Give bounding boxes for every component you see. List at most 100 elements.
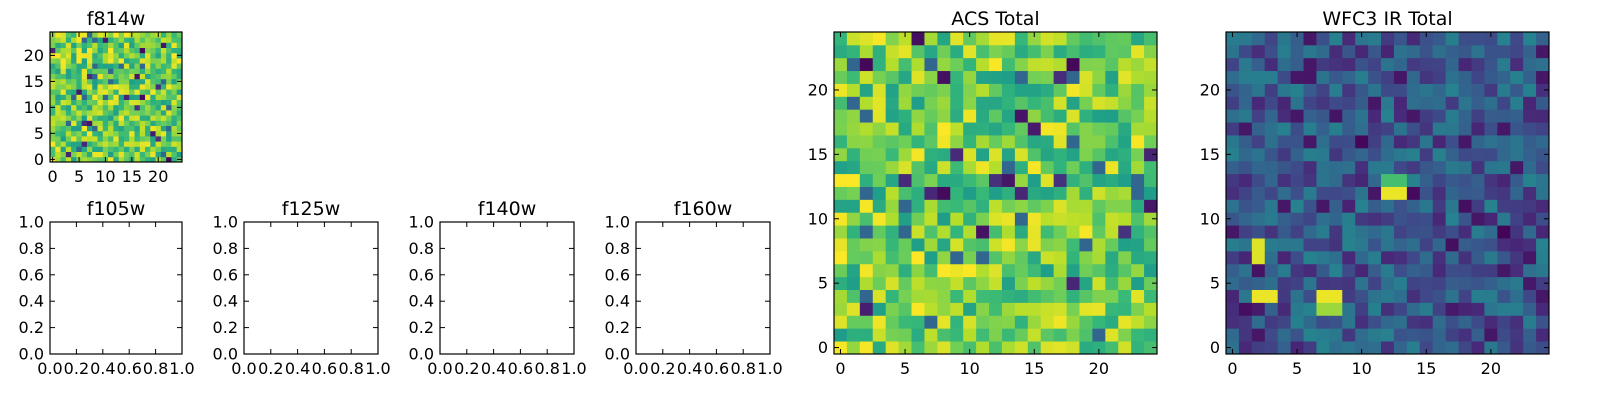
heatmap-cell xyxy=(1381,302,1395,316)
heatmap-cell xyxy=(108,125,114,132)
heatmap-cell xyxy=(60,146,67,152)
heatmap-cell xyxy=(71,68,77,74)
heatmap-cell xyxy=(1458,147,1472,162)
heatmap-cell xyxy=(1368,44,1382,59)
heatmap-cell xyxy=(1238,238,1253,252)
heatmap-cell xyxy=(1053,109,1067,123)
heatmap-cell xyxy=(1316,315,1330,329)
heatmap-cell xyxy=(81,94,88,100)
heatmap-cell xyxy=(1053,122,1067,136)
heatmap-cell xyxy=(834,315,848,329)
heatmap-cell xyxy=(937,135,951,149)
heatmap-cell xyxy=(1484,250,1498,265)
heatmap-cell xyxy=(134,52,141,59)
heatmap-cell xyxy=(108,104,114,111)
heatmap-cell xyxy=(1523,276,1537,290)
heatmap-cell xyxy=(1523,341,1537,355)
x-tick-label: 20 xyxy=(148,167,168,186)
heatmap-cell xyxy=(834,225,848,239)
heatmap-cell xyxy=(1131,83,1145,97)
heatmap-cell xyxy=(950,250,964,265)
heatmap-cell xyxy=(139,120,146,126)
heatmap-cell xyxy=(92,68,98,74)
heatmap-cell xyxy=(885,199,899,213)
heatmap-cell xyxy=(1001,315,1016,329)
heatmap-cell xyxy=(176,99,183,106)
heatmap-cell xyxy=(1432,135,1447,149)
heatmap-cell xyxy=(134,89,141,95)
heatmap-cell xyxy=(86,63,93,69)
heatmap-cell xyxy=(1523,70,1537,84)
heatmap-cell xyxy=(1001,147,1016,162)
heatmap-cell xyxy=(1406,315,1421,329)
heatmap-cell xyxy=(1368,250,1382,265)
heatmap-cell xyxy=(145,89,151,95)
heatmap-cell xyxy=(1471,135,1485,149)
heatmap-cell xyxy=(834,96,848,110)
heatmap-cell xyxy=(1523,289,1537,303)
heatmap-cell xyxy=(1432,57,1447,72)
heatmap-cell xyxy=(1419,32,1434,46)
heatmap-cell xyxy=(963,199,977,213)
heatmap-cell xyxy=(1277,328,1291,342)
x-tick-label: 15 xyxy=(1416,359,1436,378)
heatmap-cell xyxy=(1316,263,1330,278)
heatmap-cell xyxy=(911,70,925,84)
heatmap-cell xyxy=(1419,135,1434,149)
heatmap-cell xyxy=(1445,289,1459,303)
heatmap-cell xyxy=(1238,83,1253,97)
heatmap-cell xyxy=(898,147,912,162)
heatmap-cell xyxy=(1251,212,1266,226)
heatmap-cell xyxy=(1355,199,1369,213)
heatmap-cell xyxy=(1053,70,1067,84)
heatmap-cell xyxy=(108,37,114,43)
heatmap-cell xyxy=(97,32,104,38)
heatmap-cell xyxy=(1432,225,1447,239)
x-tick-label: 1.0 xyxy=(561,359,586,378)
heatmap-cell xyxy=(118,125,125,132)
heatmap-cell xyxy=(123,37,130,43)
heatmap-cell xyxy=(113,52,120,59)
heatmap-cell xyxy=(1316,173,1330,187)
heatmap-cell xyxy=(150,125,156,132)
heatmap-cell xyxy=(1316,70,1330,84)
heatmap-cell xyxy=(176,115,183,121)
heatmap-cell xyxy=(1497,212,1511,226)
heatmap-cell xyxy=(1432,250,1447,265)
heatmap-cell xyxy=(1303,212,1317,226)
heatmap-cell xyxy=(113,120,120,126)
heatmap-cell xyxy=(108,115,114,121)
heatmap-cell xyxy=(1264,212,1279,226)
heatmap-cell xyxy=(1419,96,1434,110)
heatmap-cell xyxy=(1536,96,1550,110)
heatmap-cell xyxy=(976,135,990,149)
axes-frame xyxy=(1225,31,1550,355)
heatmap-cell xyxy=(1484,135,1498,149)
heatmap-cell xyxy=(1536,44,1550,59)
heatmap-cell xyxy=(1510,70,1524,84)
heatmap-cell xyxy=(1419,315,1434,329)
x-tick-label: 0 xyxy=(48,167,58,186)
heatmap-cell xyxy=(1497,263,1511,278)
y-tick-label: 0.8 xyxy=(213,239,238,258)
heatmap-cell xyxy=(1001,83,1016,97)
heatmap-cell xyxy=(1238,135,1253,149)
heatmap-cell xyxy=(81,73,88,80)
heatmap-cell xyxy=(60,58,67,64)
heatmap-cell xyxy=(1303,32,1317,46)
heatmap-cell xyxy=(118,110,125,116)
heatmap-cell xyxy=(76,84,83,90)
heatmap-cell xyxy=(1329,44,1343,59)
heatmap-cell xyxy=(139,125,146,132)
heatmap-cell xyxy=(834,263,848,278)
heatmap-cell xyxy=(113,110,120,116)
heatmap-cell xyxy=(166,73,172,80)
heatmap-cell xyxy=(60,104,67,111)
heatmap-cell xyxy=(1001,225,1016,239)
heatmap-cell xyxy=(885,173,899,187)
heatmap-cell xyxy=(937,289,951,303)
heatmap-cell xyxy=(872,250,887,265)
heatmap-cell xyxy=(176,151,183,158)
heatmap-cell xyxy=(50,68,56,74)
x-tick-label: 0.0 xyxy=(623,359,648,378)
